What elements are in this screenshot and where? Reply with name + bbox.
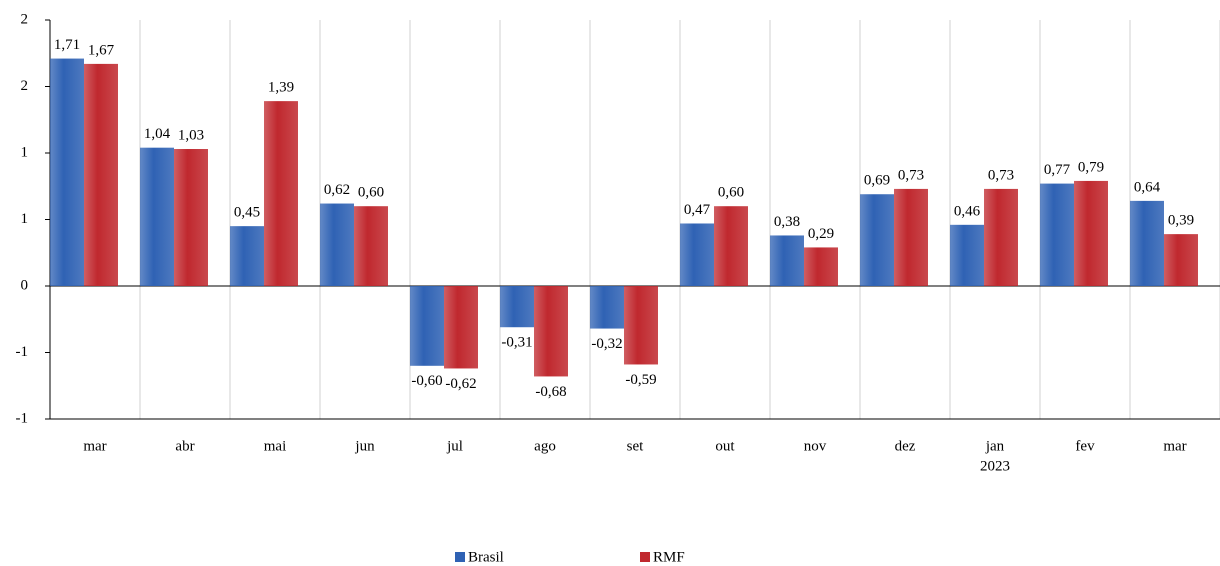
bar [50, 58, 84, 286]
value-label: -0,32 [591, 336, 622, 352]
legend-label: RMF [653, 549, 685, 565]
value-label: 0,45 [234, 205, 260, 221]
bar [770, 235, 804, 286]
value-label: 1,04 [144, 126, 171, 142]
y-tick-label: -1 [16, 344, 29, 360]
x-tick-label: abr [175, 438, 194, 454]
x-tick-label: jul [446, 438, 463, 454]
x-tick-label: out [715, 438, 735, 454]
bar [860, 194, 894, 286]
value-label: 0,39 [1168, 213, 1194, 229]
bar [84, 63, 118, 286]
value-label: 0,79 [1078, 159, 1104, 175]
y-tick-label: -1 [16, 410, 29, 426]
value-label: 0,64 [1134, 179, 1161, 195]
bar [624, 286, 658, 365]
value-label: 0,47 [684, 202, 711, 218]
x-tick-label: fev [1075, 438, 1095, 454]
value-label: 1,71 [54, 37, 80, 53]
value-label: 0,62 [324, 182, 350, 198]
value-label: 1,03 [178, 127, 204, 143]
x-tick-label: set [627, 438, 644, 454]
legend-swatch [455, 552, 465, 562]
bar [410, 286, 444, 366]
bar [1040, 183, 1074, 286]
bar [320, 203, 354, 286]
bar [714, 206, 748, 286]
x-tick-label: mar [83, 438, 106, 454]
x-tick-label: mar [1163, 438, 1186, 454]
value-label: 0,60 [358, 185, 384, 201]
bar [230, 226, 264, 286]
x-tick-label: ago [534, 438, 556, 454]
y-tick-label: 1 [21, 211, 29, 227]
bar [140, 147, 174, 286]
value-label: 1,39 [268, 80, 294, 96]
value-label: 0,60 [718, 185, 744, 201]
bar [1074, 180, 1108, 286]
x-tick-label: nov [804, 438, 827, 454]
bar [804, 247, 838, 286]
bar [950, 224, 984, 286]
x-tick-label: dez [895, 438, 916, 454]
value-label: -0,31 [501, 335, 532, 351]
bar [500, 286, 534, 328]
y-tick-label: 1 [21, 144, 29, 160]
bar [894, 188, 928, 286]
value-label: 0,29 [808, 226, 834, 242]
y-tick-label: 2 [21, 11, 29, 27]
x-tick-label: jan [985, 438, 1005, 454]
bar [1130, 200, 1164, 286]
value-label: -0,60 [411, 373, 442, 389]
bar [534, 286, 568, 377]
x-tick-label: jun [354, 438, 375, 454]
bar [264, 101, 298, 286]
value-label: -0,68 [535, 384, 566, 400]
bar [1164, 234, 1198, 286]
y-tick-label: 2 [21, 78, 29, 94]
value-label: -0,59 [625, 372, 656, 388]
bar [680, 223, 714, 286]
value-label: -0,62 [445, 376, 476, 392]
bar [354, 206, 388, 286]
value-label: 0,73 [898, 167, 924, 183]
bar [984, 188, 1018, 286]
bar [590, 286, 624, 329]
x-tick-label: mai [264, 438, 287, 454]
legend-label: Brasil [468, 549, 504, 565]
value-label: 0,46 [954, 203, 981, 219]
y-tick-label: 0 [21, 277, 29, 293]
value-label: 0,38 [774, 214, 800, 230]
value-label: 0,69 [864, 173, 890, 189]
bar [444, 286, 478, 369]
value-label: 1,67 [88, 42, 115, 58]
x-year-label: 2023 [980, 458, 1010, 474]
legend-swatch [640, 552, 650, 562]
value-label: 0,73 [988, 167, 1014, 183]
bar [174, 149, 208, 286]
value-label: 0,77 [1044, 162, 1071, 178]
